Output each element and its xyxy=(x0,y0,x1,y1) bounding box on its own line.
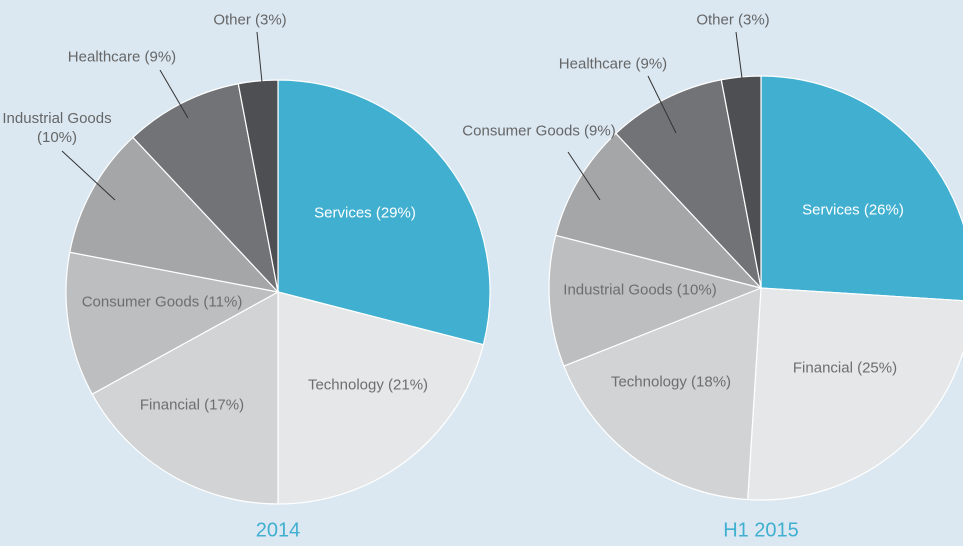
pie-slice xyxy=(747,287,963,501)
pie-slice xyxy=(615,79,762,290)
leader-line xyxy=(647,75,677,134)
slice-label: Other (3%) xyxy=(696,11,770,29)
leader-line xyxy=(256,31,263,83)
chart-title: H1 2015 xyxy=(723,519,799,542)
slice-label: Other (3%) xyxy=(213,11,287,29)
slice-label: Technology (21%) xyxy=(307,376,429,394)
pie-slice xyxy=(91,290,279,505)
pie-slice xyxy=(277,291,485,505)
slice-label: Financial (17%) xyxy=(139,396,245,414)
leader-line xyxy=(735,31,743,79)
slice-label: Services (26%) xyxy=(802,201,904,219)
pie-slice xyxy=(277,79,491,346)
slice-label: Consumer Goods (11%) xyxy=(81,293,243,311)
pie-slice xyxy=(563,287,762,501)
slice-label: Industrial Goods (10%) xyxy=(563,281,717,299)
leader-line xyxy=(567,151,601,201)
leader-line xyxy=(61,150,116,201)
pie-slice xyxy=(69,136,280,293)
pie-slice xyxy=(548,234,763,367)
chart-title: 2014 xyxy=(255,519,301,542)
slice-label: Industrial Goods (10%) xyxy=(2,110,112,146)
slice-label: Healthcare (9%) xyxy=(67,48,177,66)
slice-label: Financial (25%) xyxy=(792,359,898,377)
slice-label: Consumer Goods (9%) xyxy=(462,122,616,140)
slice-label: Healthcare (9%) xyxy=(558,55,668,73)
pie-slice xyxy=(237,79,279,293)
leader-line xyxy=(159,69,189,119)
slice-label: Technology (18%) xyxy=(610,373,732,391)
pie-slice xyxy=(720,75,762,289)
pie-slice xyxy=(132,83,279,294)
slice-label: Services (29%) xyxy=(314,204,416,222)
pie-slice xyxy=(760,75,963,302)
pie-slice xyxy=(554,132,763,290)
pie-slice xyxy=(65,251,280,395)
